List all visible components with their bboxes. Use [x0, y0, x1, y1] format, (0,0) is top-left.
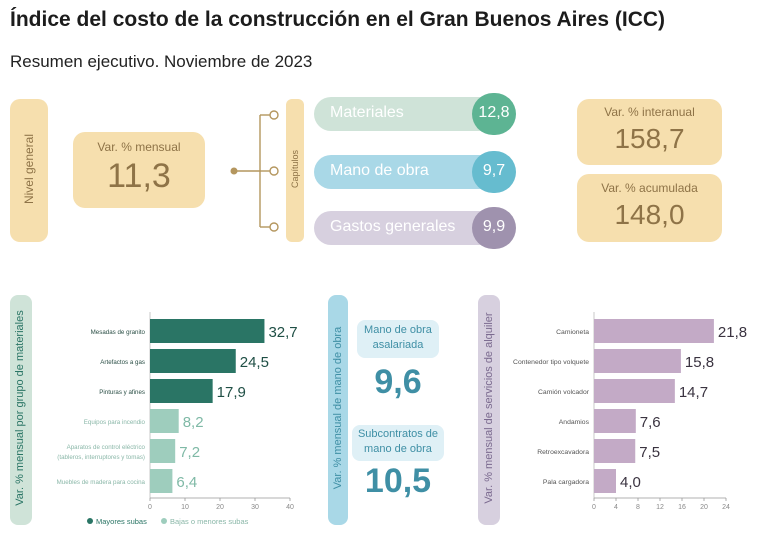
alquiler-value-label: 14,7	[679, 384, 708, 401]
materiales-bar	[150, 319, 265, 343]
materiales-category-label: Pinturas y afines	[99, 389, 145, 396]
materiales-bar	[150, 349, 236, 373]
connector-node	[269, 166, 279, 176]
alquiler-bar	[594, 439, 636, 463]
connector-tree	[230, 110, 279, 232]
alquiler-bar	[594, 409, 636, 433]
capitulos-side-bar	[286, 99, 304, 242]
alquiler-bar	[594, 379, 675, 403]
capitulo-mano-de-obra-value: 9,7	[482, 162, 506, 179]
interanual-label: Var. % interanual	[604, 105, 695, 119]
materiales-value-label: 7,2	[179, 444, 200, 461]
materiales-bar	[150, 379, 213, 403]
nivel-general-label: Var. % mensual	[97, 140, 181, 154]
materiales-category-label: Mesadas de granito	[91, 329, 146, 336]
acumulada-value: 148,0	[614, 199, 685, 230]
materiales-x-tick-label: 0	[148, 504, 152, 511]
materiales-value-label: 6,4	[176, 474, 197, 491]
alquiler-category-label: Retroexcavadora	[537, 449, 589, 456]
legend-mayores-subas-marker	[87, 518, 93, 524]
alquiler-x-tick-label: 0	[592, 504, 596, 511]
materiales-chart-side-label: Var. % mensual por grupo de materiales	[14, 310, 26, 506]
alquiler-bar	[594, 349, 681, 373]
asalariada-value: 9,6	[374, 363, 422, 401]
materiales-value-label: 8,2	[183, 414, 204, 431]
alquiler-bar	[594, 469, 616, 493]
nivel-general-side-bar	[10, 99, 48, 242]
capitulo-materiales-label: Materiales	[330, 104, 404, 121]
alquiler-x-tick-label: 8	[636, 504, 640, 511]
alquiler-x-tick-label: 20	[700, 504, 708, 511]
capitulo-mano-de-obra-value-circle	[472, 151, 516, 193]
alquiler-value-label: 7,5	[639, 444, 660, 461]
alquiler-value-label: 4,0	[620, 474, 641, 491]
alquiler-category-label: Contenedor tipo volquete	[513, 359, 589, 366]
materiales-bar	[150, 469, 173, 493]
alquiler-category-label: Pala cargadora	[543, 479, 589, 486]
alquiler-chart: 21,8 Camioneta 15,8 Contenedor tipo volquet…	[513, 312, 747, 511]
legend-menores-subas-marker	[161, 518, 167, 524]
mano-obra-side-bar	[328, 295, 348, 525]
materiales-category-label: Muebles de madera para cocina	[57, 479, 146, 486]
asalariada-label-card	[357, 320, 439, 358]
subcontratos-label-line-2: mano de obra	[364, 443, 432, 455]
connector-node	[269, 110, 279, 120]
subcontratos-label-card	[352, 425, 444, 461]
alquiler-category-label: Camioneta	[556, 329, 589, 336]
capitulo-gastos-generales-value-circle	[472, 207, 516, 249]
capitulo-gastos-generales-label: Gastos generales	[330, 218, 456, 235]
page-subtitle: Resumen ejecutivo. Noviembre de 2023	[10, 52, 313, 71]
nivel-general-side-label: Nivel general	[22, 133, 36, 205]
capitulo-gastos-generales-value: 9,9	[482, 218, 506, 235]
alquiler-chart-side-label: Var. % mensual de servicios de alquiler	[483, 312, 495, 504]
mano-obra-side-label: Var. % mensual de mano de obra	[332, 326, 344, 490]
subcontratos-value: 10,5	[364, 462, 432, 500]
alquiler-x-tick-label: 4	[614, 504, 618, 511]
alquiler-chart-side-bar	[478, 295, 500, 525]
alquiler-bar	[594, 319, 714, 343]
materiales-x-tick-label: 10	[181, 504, 189, 511]
materiales-value-label: 24,5	[240, 354, 269, 371]
capitulo-materiales-value: 12,8	[478, 104, 510, 121]
alquiler-value-label: 21,8	[718, 324, 747, 341]
materiales-chart-side-bar	[10, 295, 32, 525]
capitulo-materiales-value-circle	[472, 93, 516, 135]
alquiler-x-tick-label: 24	[722, 504, 730, 511]
materiales-category-label: Aparatos de control eléctrico	[67, 444, 146, 451]
alquiler-category-label: Camión volcador	[538, 389, 590, 396]
legend-mayores-subas-label: Mayores subas	[96, 517, 147, 526]
page-title: Índice del costo de la construcción en e…	[10, 8, 666, 31]
materiales-category-label: Equipos para incendio	[84, 419, 146, 426]
materiales-chart: 32,7 Mesadas de granito 24,5 Artefactos a g…	[57, 312, 298, 526]
capitulos-side-label: Capítulos	[290, 149, 300, 189]
materiales-category-label: (tableros, interruptores y tomas)	[57, 454, 145, 461]
nivel-general-value: 11,3	[107, 157, 171, 195]
acumulada-label: Var. % acumulada	[601, 181, 698, 195]
materiales-value-label: 32,7	[268, 324, 297, 341]
alquiler-value-label: 7,6	[640, 414, 661, 431]
alquiler-value-label: 15,8	[685, 354, 714, 371]
materiales-category-label: Artefactos a gas	[100, 359, 145, 366]
interanual-card	[577, 99, 722, 165]
nivel-general-card	[73, 132, 205, 208]
acumulada-card	[577, 174, 722, 242]
materiales-x-tick-label: 20	[216, 504, 224, 511]
materiales-x-tick-label: 30	[251, 504, 259, 511]
materiales-value-label: 17,9	[217, 384, 246, 401]
alquiler-x-tick-label: 12	[656, 504, 664, 511]
subcontratos-label-line-1: Subcontratos de	[357, 428, 439, 440]
asalariada-label-line-1: Mano de obra	[364, 324, 432, 336]
connector-dot	[230, 167, 238, 175]
materiales-x-tick-label: 40	[286, 504, 294, 511]
legend-menores-subas-label: Bajas o menores subas	[170, 517, 249, 526]
interanual-value: 158,7	[614, 123, 685, 154]
materiales-bar	[150, 409, 179, 433]
connector-node	[269, 222, 279, 232]
alquiler-category-label: Andamios	[559, 419, 590, 426]
materiales-bar	[150, 439, 176, 463]
asalariada-label-line-2: asalariada	[372, 339, 424, 351]
capitulo-mano-de-obra-label: Mano de obra	[330, 162, 429, 179]
alquiler-x-tick-label: 16	[678, 504, 686, 511]
